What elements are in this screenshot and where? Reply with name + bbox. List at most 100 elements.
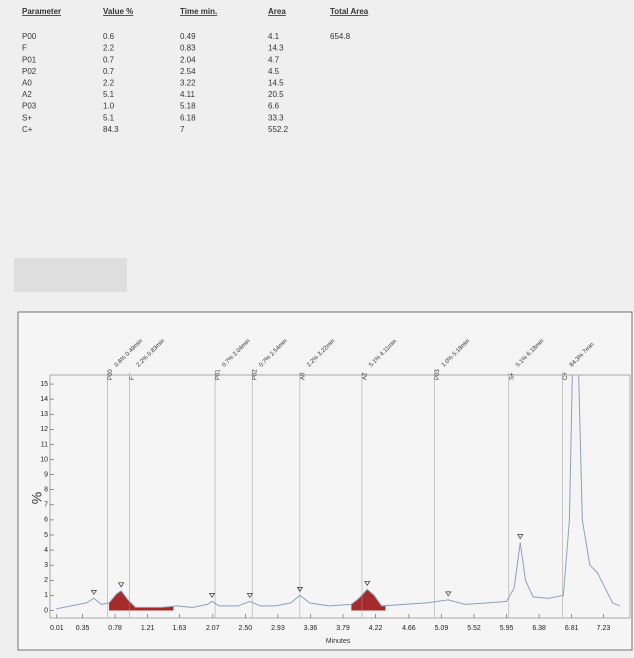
table-cell: P03 xyxy=(22,102,37,111)
table-cell: 0.7 xyxy=(103,55,115,64)
peak-area xyxy=(351,589,386,611)
x-tick-label: 0.78 xyxy=(108,625,122,632)
table-cell: 2.54 xyxy=(180,67,196,76)
table-cell: 6.6 xyxy=(268,102,280,111)
table-cell: 7 xyxy=(180,125,185,134)
x-tick-label: 1.21 xyxy=(141,625,155,632)
table-cell: 20.5 xyxy=(268,90,284,99)
chart-frame xyxy=(17,311,633,651)
table-cell: P01 xyxy=(22,55,37,64)
y-tick-label: 9 xyxy=(44,471,48,478)
y-tick-label: 2 xyxy=(44,577,48,584)
apex-marker xyxy=(445,591,452,597)
y-tick-label: 15 xyxy=(40,381,48,388)
table-cell: 552.2 xyxy=(268,125,289,134)
table-cell: 84.3 xyxy=(103,125,119,134)
x-tick-label: 6.81 xyxy=(565,625,579,632)
table-cell: A0 xyxy=(22,79,32,88)
x-tick-label: 0.35 xyxy=(76,625,90,632)
column-header: Time min. xyxy=(180,7,217,16)
apex-marker xyxy=(517,534,524,540)
table-cell: 2.2 xyxy=(103,44,115,53)
apex-marker xyxy=(118,582,125,588)
peak-name: P02 xyxy=(253,369,259,380)
x-tick-label: 4.22 xyxy=(369,625,383,632)
column-header: Value % xyxy=(103,7,133,16)
y-tick-label: 1 xyxy=(44,592,48,599)
table-cell: 4.5 xyxy=(268,67,280,76)
table-cell: 2.04 xyxy=(180,55,196,64)
table-cell: 14.3 xyxy=(268,44,284,53)
table-cell: 33.3 xyxy=(268,113,284,122)
x-tick-label: 5.95 xyxy=(500,625,514,632)
table-cell: 5.18 xyxy=(180,102,196,111)
table-cell: 1.0 xyxy=(103,102,115,111)
peak-name: P00 xyxy=(108,369,114,380)
peak-name: P03 xyxy=(435,369,441,380)
x-tick-label: 5.09 xyxy=(435,625,449,632)
table-cell: C+ xyxy=(22,125,33,134)
peak-name: A2 xyxy=(363,372,369,380)
apex-marker xyxy=(90,590,98,596)
y-axis-label: % xyxy=(29,492,45,504)
table-cell: 4.1 xyxy=(268,32,280,41)
table-cell: 5.1 xyxy=(103,113,115,122)
y-tick-label: 6 xyxy=(44,517,48,524)
y-tick-label: 12 xyxy=(40,426,48,433)
apex-marker xyxy=(246,593,254,599)
apex-marker xyxy=(208,593,216,599)
x-tick-label: 3.36 xyxy=(304,625,318,632)
peak-name: C+ xyxy=(563,372,569,380)
peak-name: P01 xyxy=(216,369,222,380)
x-tick-label: 1.63 xyxy=(173,625,187,632)
x-tick-label: 4.66 xyxy=(402,625,416,632)
table-cell: 0.49 xyxy=(180,32,196,41)
total-area: 654.8 xyxy=(330,32,351,41)
y-tick-label: 0 xyxy=(44,607,48,614)
y-tick-label: 13 xyxy=(40,411,48,418)
x-tick-label: 2.93 xyxy=(271,625,285,632)
table-cell: 0.7 xyxy=(103,67,115,76)
x-tick-label: 7.23 xyxy=(597,625,611,632)
table-cell: 3.22 xyxy=(180,79,196,88)
peak-name: S+ xyxy=(509,372,515,380)
table-cell: 4.11 xyxy=(180,90,196,99)
y-tick-label: 5 xyxy=(44,532,48,539)
x-tick-label: 6.38 xyxy=(532,625,546,632)
x-tick-label: 0.01 xyxy=(50,625,64,632)
table-cell: S+ xyxy=(22,113,32,122)
column-header: Total Area xyxy=(330,7,369,16)
table-cell: P02 xyxy=(22,67,37,76)
y-tick-label: 7 xyxy=(44,502,48,509)
peak-name: F xyxy=(130,376,136,380)
y-tick-label: 3 xyxy=(44,562,48,569)
y-tick-label: 11 xyxy=(41,441,48,448)
redacted-box xyxy=(14,258,127,292)
x-tick-label: 5.52 xyxy=(467,625,481,632)
trace xyxy=(55,375,621,610)
table-cell: 14.5 xyxy=(268,79,284,88)
x-tick-label: 2.50 xyxy=(239,625,253,632)
x-tick-label: 3.79 xyxy=(336,625,350,632)
plot-area xyxy=(49,374,631,619)
table-cell: 6.18 xyxy=(180,113,196,122)
y-tick-label: 8 xyxy=(44,487,48,494)
apex-marker xyxy=(296,587,304,593)
table-cell: 5.1 xyxy=(103,90,115,99)
y-tick-label: 14 xyxy=(40,396,48,403)
table-cell: A2 xyxy=(22,90,32,99)
table-cell: 0.83 xyxy=(180,44,196,53)
table-cell: P00 xyxy=(22,32,37,41)
x-tick-label: 2.07 xyxy=(206,625,220,632)
table-cell: 2.2 xyxy=(103,79,115,88)
peak-name: A0 xyxy=(300,372,306,380)
x-axis-label: Minutes xyxy=(326,638,351,645)
column-header: Area xyxy=(268,7,286,16)
y-tick-label: 4 xyxy=(44,547,48,554)
table-cell: 4.7 xyxy=(268,55,280,64)
column-header: Parameter xyxy=(22,7,61,16)
y-tick-label: 10 xyxy=(40,456,48,463)
table-cell: F xyxy=(22,44,27,53)
table-cell: 0.6 xyxy=(103,32,115,41)
